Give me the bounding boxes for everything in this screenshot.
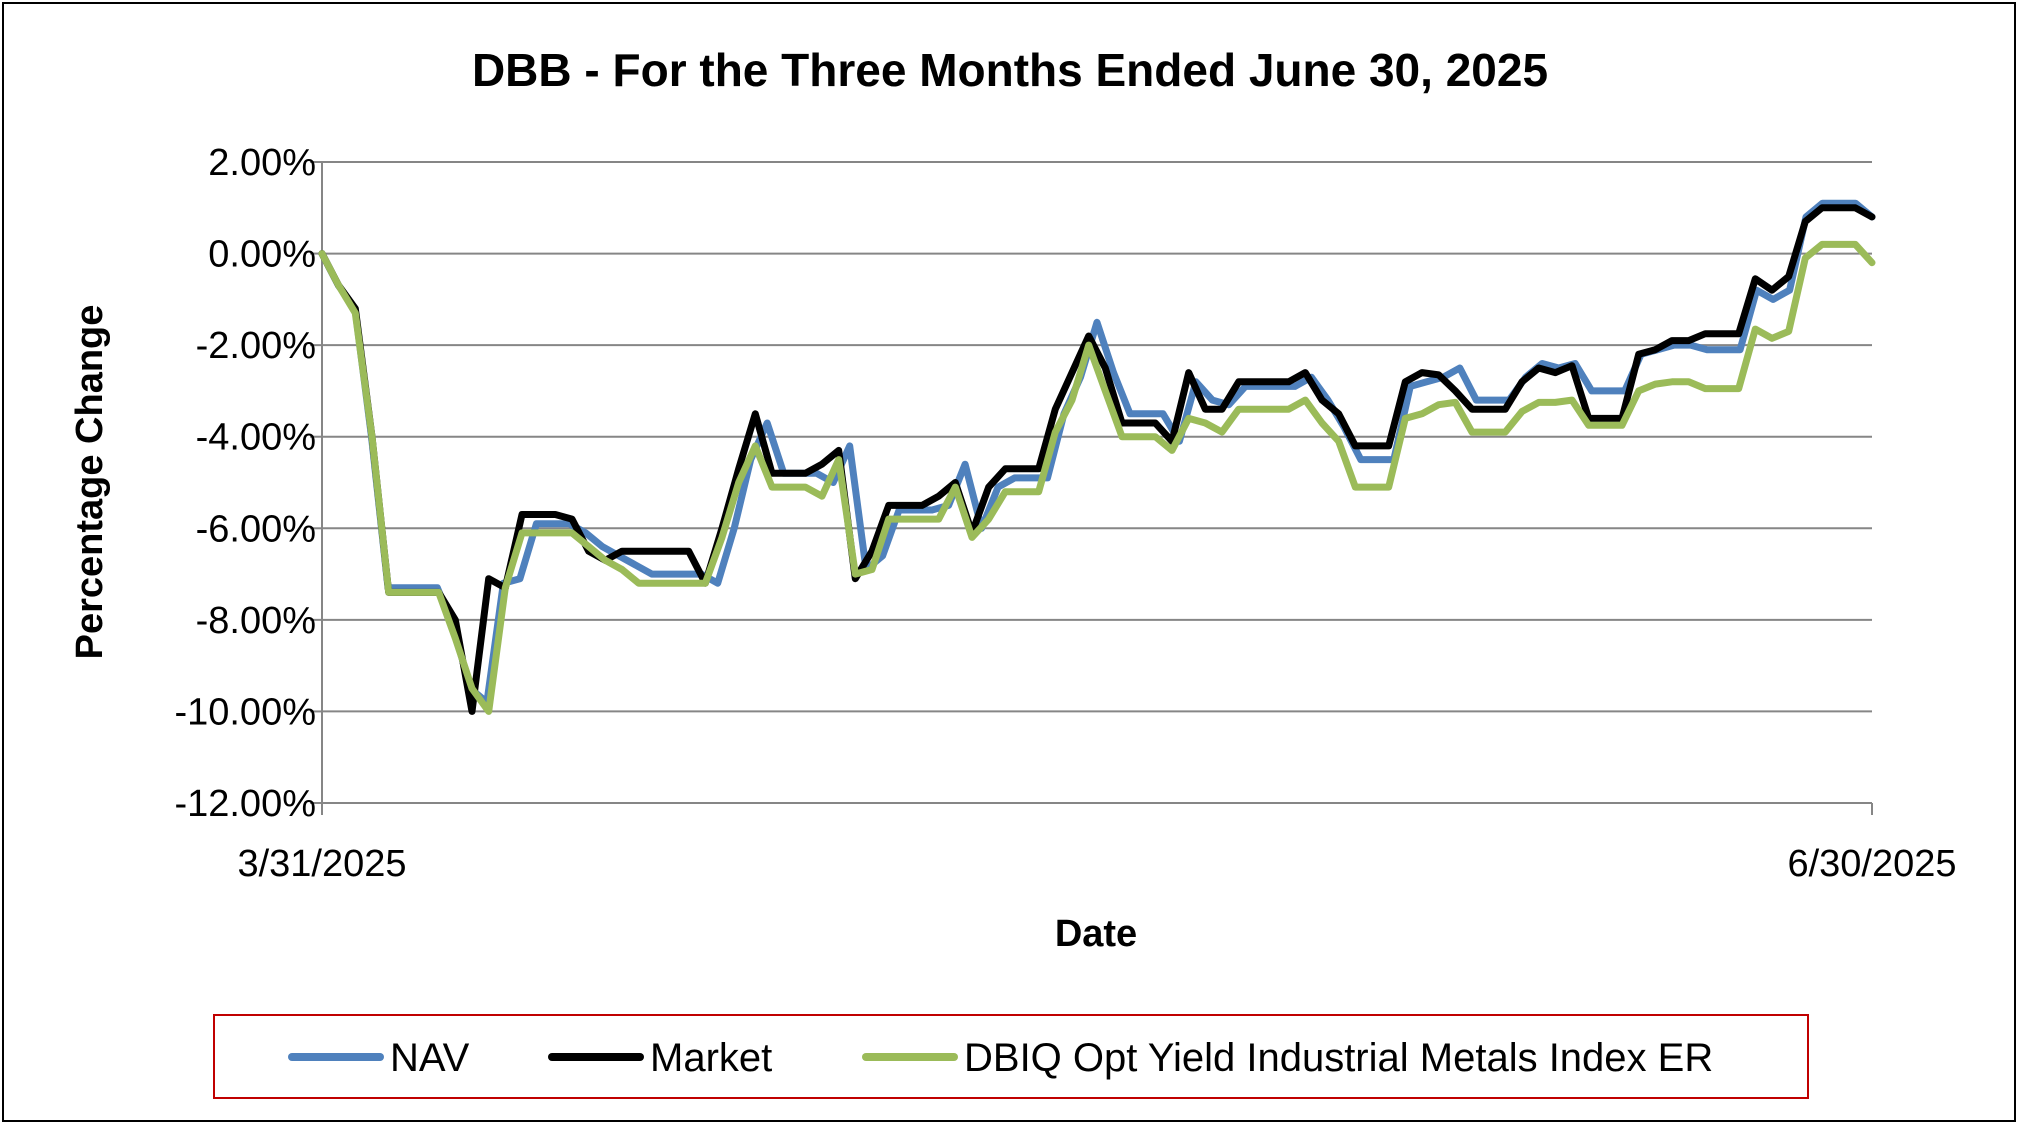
data-series — [318, 199, 1876, 715]
y-tick-label: -2.00% — [196, 325, 316, 367]
y-tick-labels: 2.00% 0.00% -2.00% -4.00% -6.00% -8.00% -10.00… — [174, 142, 316, 825]
y-axis-title: Percentage Change — [69, 305, 111, 660]
legend-box — [213, 1014, 1809, 1099]
legend-label: DBIQ Opt Yield Industrial Metals Index E… — [964, 1036, 1713, 1080]
x-axis-title: Date — [1055, 913, 1137, 955]
series-line-nav — [318, 199, 1876, 706]
y-tick-label: -4.00% — [196, 417, 316, 459]
y-tick-label: -10.00% — [174, 691, 316, 733]
gridlines — [310, 161, 1873, 815]
legend: NAV Market DBIQ Opt Yield Industrial Metal… — [288, 1036, 1713, 1080]
y-tick-label: 0.00% — [208, 234, 316, 276]
x-tick-labels: 3/31/2025 6/30/2025 — [237, 843, 1956, 885]
legend-label: Market — [650, 1036, 772, 1080]
series-line-dbiq-opt-yield-industrial-metals-index-er — [318, 240, 1876, 715]
x-tick-label: 3/31/2025 — [237, 843, 406, 885]
y-tick-label: -12.00% — [174, 783, 316, 825]
y-tick-label: -6.00% — [196, 508, 316, 550]
y-tick-label: -8.00% — [196, 600, 316, 642]
legend-label: NAV — [390, 1036, 470, 1080]
y-tick-label: 2.00% — [208, 142, 316, 184]
chart-title: DBB - For the Three Months Ended June 30… — [472, 44, 1548, 96]
series-line-market — [318, 204, 1876, 715]
x-tick-label: 6/30/2025 — [1787, 843, 1956, 885]
